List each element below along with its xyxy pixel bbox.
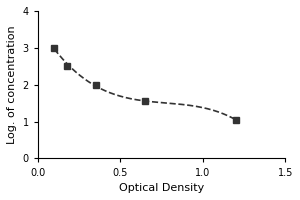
X-axis label: Optical Density: Optical Density bbox=[119, 183, 204, 193]
Y-axis label: Log. of concentration: Log. of concentration bbox=[7, 25, 17, 144]
